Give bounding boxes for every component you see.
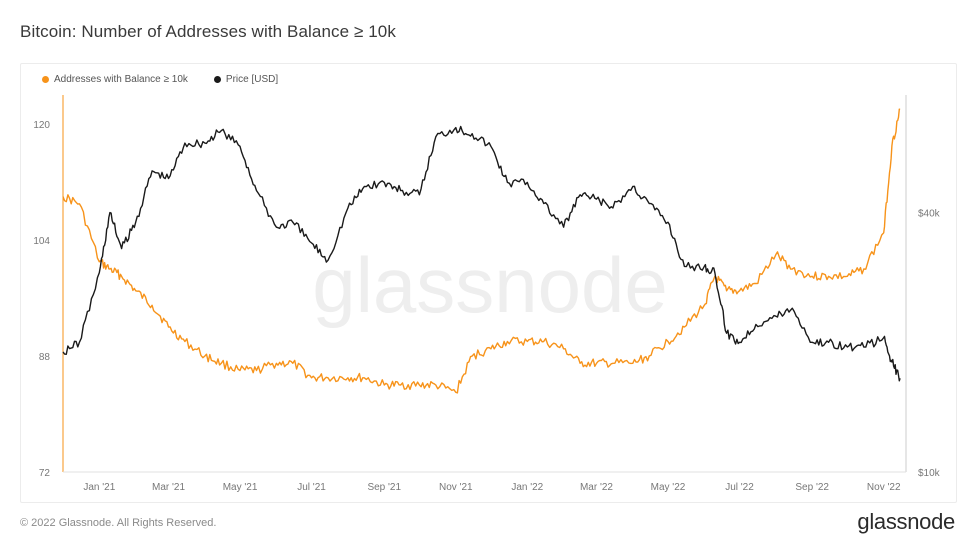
x-tick-label: May '22 xyxy=(651,482,686,493)
copyright-footer: © 2022 Glassnode. All Rights Reserved. xyxy=(20,517,217,529)
legend-label-addresses: Addresses with Balance ≥ 10k xyxy=(54,74,188,85)
x-tick-label: Mar '22 xyxy=(580,482,613,493)
glassnode-logo[interactable]: glassnode xyxy=(857,509,955,534)
price-dot-icon xyxy=(213,76,221,83)
x-tick-label: Jan '22 xyxy=(511,482,543,493)
y-left-tick-label: 104 xyxy=(33,236,50,247)
chart-panel xyxy=(20,63,957,503)
y-right-tick-label: $40k xyxy=(918,209,941,220)
legend-item-addresses[interactable]: Addresses with Balance ≥ 10k xyxy=(42,74,188,85)
x-tick-label: Nov '22 xyxy=(867,482,901,493)
y-right-tick-label: $10k xyxy=(918,468,941,479)
x-tick-label: Jul '21 xyxy=(297,482,326,493)
x-tick-label: Jul '22 xyxy=(725,482,754,493)
addresses-series-line xyxy=(62,108,901,394)
y-left-tick-label: 88 xyxy=(39,352,51,363)
y-left-tick-label: 72 xyxy=(39,468,51,479)
y-left-tick-label: 120 xyxy=(33,120,50,131)
x-tick-label: Jan '21 xyxy=(83,482,115,493)
addresses-dot-icon xyxy=(42,76,49,83)
legend-label-price: Price [USD] xyxy=(225,74,279,85)
chart-title: Bitcoin: Number of Addresses with Balanc… xyxy=(20,22,396,41)
x-tick-label: May '21 xyxy=(223,482,258,493)
x-tick-label: Nov '21 xyxy=(439,482,473,493)
watermark: glassnode xyxy=(312,241,668,329)
x-tick-label: Sep '22 xyxy=(795,482,829,493)
x-tick-label: Sep '21 xyxy=(367,482,401,493)
x-tick-label: Mar '21 xyxy=(152,482,185,493)
legend-item-price[interactable]: Price [USD] xyxy=(213,74,279,85)
legend: Addresses with Balance ≥ 10k Price [USD] xyxy=(42,74,278,85)
price-series-line xyxy=(62,125,901,382)
